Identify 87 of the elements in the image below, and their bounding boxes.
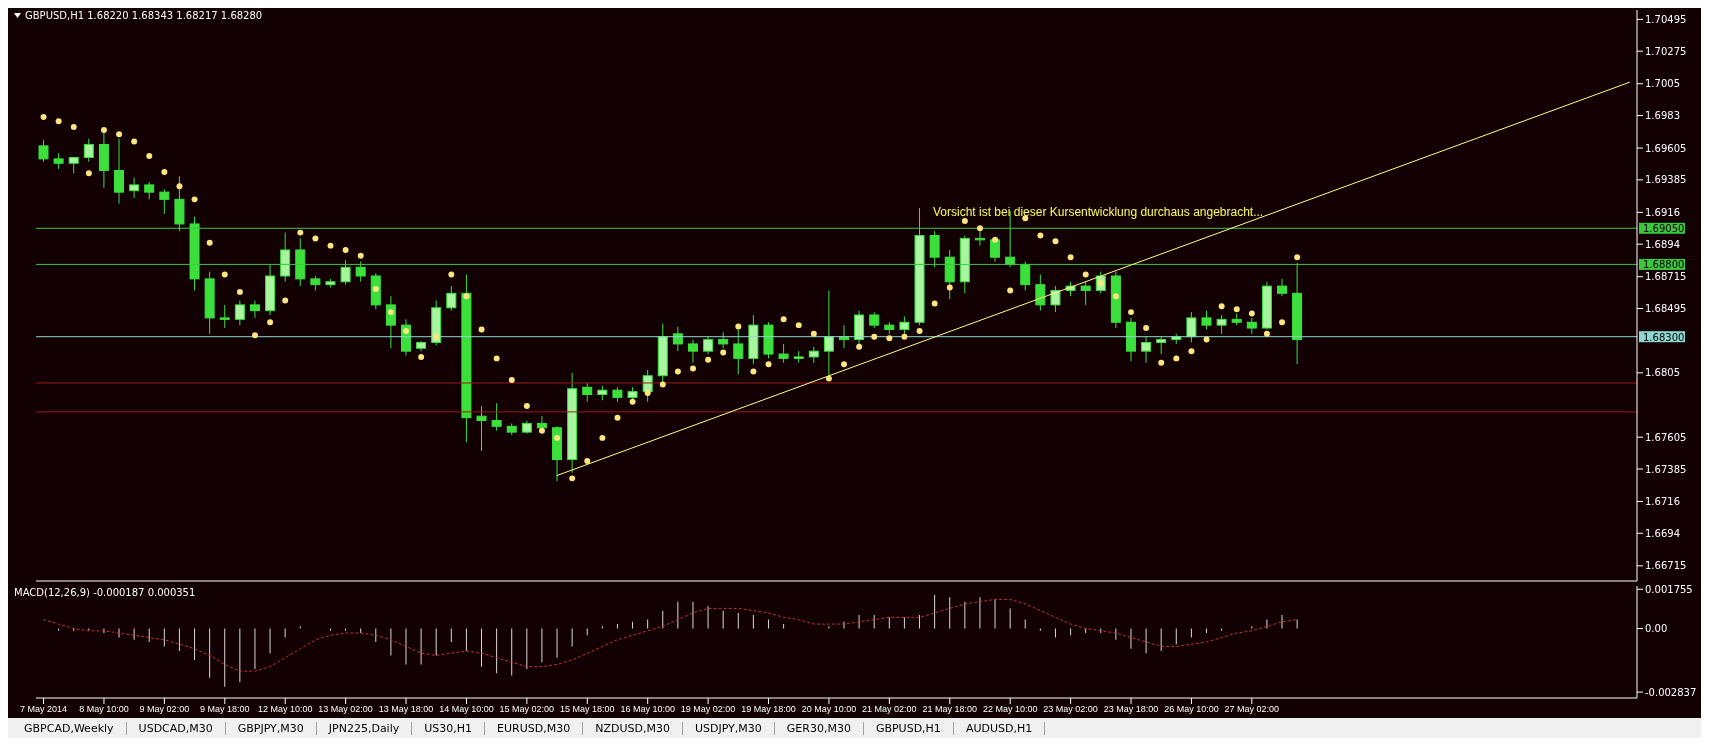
x-tick-label: 12 May 10:00 [257,704,313,715]
y-tick-label: 1.67605 [1645,431,1687,443]
y-tick-label: -0.002837 [1645,686,1697,698]
y-tick-label: 1.6983 [1645,110,1680,122]
candlestick [1035,274,1046,312]
candlestick [129,177,140,199]
y-tick-label: 1.70275 [1645,45,1687,57]
y-tick-label: 1.6916 [1645,206,1680,218]
candlestick [1201,310,1212,330]
text: GER30,M30 [774,721,864,735]
y-tick-label: 1.6716 [1645,496,1680,508]
text: GBPJPY,M30 [225,721,317,735]
candlestick [340,259,351,286]
line-series [43,598,1298,672]
x-tick-label: 23 May 02:00 [1043,704,1098,715]
text: US30,H1 [412,721,486,735]
x-tick-label: 15 May 02:00 [499,704,555,715]
candlestick [1080,281,1091,306]
candlestick [476,405,487,452]
annotation: Vorsicht ist bei dieser Kursentwicklung durchaus angebracht... [933,205,1264,219]
candlestick [536,415,547,432]
x-tick-label: 19 May 18:00 [741,704,796,715]
x-tick-label: 15 May 18:00 [560,704,615,715]
candlestick [355,261,366,283]
y-tick-label: 1.70495 [1645,13,1687,25]
candlestick [159,188,170,215]
chart-title: GBPUSD,H1 1.68220 1.68343 1.68217 1.68280 [25,10,263,21]
candlestick [929,230,940,268]
candlestick [219,304,230,329]
text: EURUSD,M30 [485,721,584,735]
chart-title: MACD(12,26,9) -0.000187 0.000351 [14,587,196,598]
text: NZDUSD,M30 [583,721,683,735]
y-tick-label: 1.69605 [1645,142,1687,154]
y-tick-label: 1.66715 [1645,560,1687,572]
candlestick [446,285,457,312]
candlestick [990,237,1001,263]
x-tick-label: 16 May 10:00 [620,704,675,715]
y-tick-label: 1.6894 [1645,238,1680,250]
candlestick [672,326,683,352]
text: USDCAD,M30 [126,721,226,735]
text: JPN225,Daily [316,721,413,735]
x-tick-label: 9 May 18:00 [200,704,250,715]
x-tick-label: 26 May 10:00 [1164,704,1219,715]
y-tick-label: 1.69385 [1645,174,1687,186]
x-tick-label: 13 May 18:00 [378,704,434,715]
x-tick-label: 13 May 02:00 [318,704,373,715]
x-tick-label: 14 May 10:00 [439,704,494,715]
x-tick-label: 21 May 18:00 [922,704,978,715]
ref-line-label: 1.68800 [1643,259,1685,271]
ref-line-label: 1.68300 [1643,331,1685,343]
y-tick-label: 1.68495 [1645,303,1687,315]
x-tick-label: 8 May 10:00 [79,704,129,715]
y-tick-label: 1.7005 [1645,78,1680,90]
text: GBPCAD,Weekly [12,721,127,735]
candlestick [38,139,49,163]
candlestick [1141,336,1152,364]
text: USDJPY,M30 [682,721,775,735]
candlestick [582,382,593,403]
x-tick-label: 23 May 18:00 [1103,704,1159,715]
x-tick-label: 7 May 2014 [20,704,68,715]
text: AUDUSD,H1 [953,721,1046,735]
candlestick [1050,285,1061,313]
candlestick [687,339,698,364]
candlestick [83,138,94,163]
text: GBPUSD,H1 [863,721,954,735]
candlestick [1020,261,1031,291]
candlestick [778,343,789,364]
x-tick-label: 19 May 02:00 [680,704,736,715]
y-tick-label: 1.68715 [1645,271,1687,283]
ref-line-label: 1.69050 [1643,223,1685,235]
candlestick [1277,278,1288,297]
x-tick-label: 20 May 10:00 [801,704,857,715]
y-tick-label: 1.6805 [1645,367,1680,379]
candlestick [114,138,125,205]
candlestick [234,300,245,326]
y-tick-label: 1.6694 [1645,527,1680,539]
x-tick-label: 27 May 02:00 [1224,704,1280,715]
candlestick [1186,311,1197,343]
y-tick-label: 1.67385 [1645,463,1687,475]
y-tick-label: 0.001755 [1645,583,1693,595]
y-tick-label: 0.00 [1645,623,1668,635]
candlestick [491,402,502,432]
x-tick-label: 21 May 02:00 [862,704,917,715]
candlestick [1216,314,1227,335]
x-tick-label: 9 May 02:00 [139,704,190,715]
x-tick-label: 22 May 10:00 [982,704,1038,715]
candlestick [249,300,260,319]
